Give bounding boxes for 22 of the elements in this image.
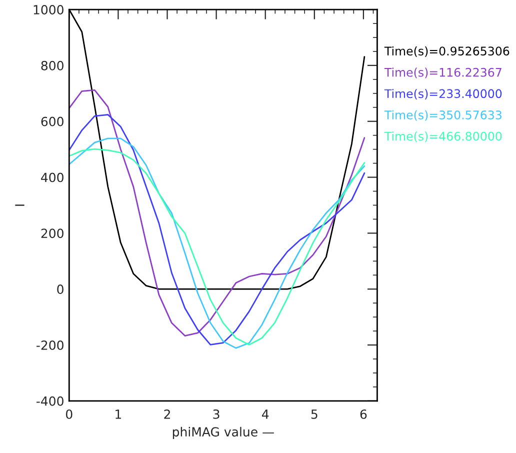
x-tick-label: 5 bbox=[311, 410, 318, 419]
x-tick-label: 4 bbox=[262, 410, 269, 419]
y-tick-label: 600 bbox=[41, 116, 64, 126]
y-tick-label: 200 bbox=[41, 228, 64, 238]
text: Time(s)=233.40000 bbox=[384, 88, 502, 100]
x-tick-label: 2 bbox=[164, 409, 170, 419]
text: Time(s)=350.57633 bbox=[384, 110, 502, 121]
y-tick-label: 400 bbox=[41, 172, 64, 182]
x-axis-title: phiMAG value — bbox=[172, 426, 274, 439]
text: Time(s)=466.80000 bbox=[384, 132, 502, 142]
x-tick-label: 6 bbox=[360, 409, 367, 419]
y-tick-label: 800 bbox=[41, 60, 64, 70]
y-tick-label: 0 bbox=[57, 284, 64, 294]
x-tick-label: 1 bbox=[116, 410, 122, 419]
series-label: Time(s)=0.95265306 bbox=[384, 46, 510, 57]
y-tick-label: -400 bbox=[36, 396, 64, 406]
y-axis-title: I bbox=[15, 204, 24, 206]
x-tick-label: 3 bbox=[213, 409, 220, 419]
y-tick-label: 1000 bbox=[34, 4, 64, 14]
y-tick-label: -200 bbox=[36, 340, 64, 350]
x-tick-label: 0 bbox=[66, 409, 72, 419]
text: Time(s)=116.22367 bbox=[384, 68, 502, 78]
